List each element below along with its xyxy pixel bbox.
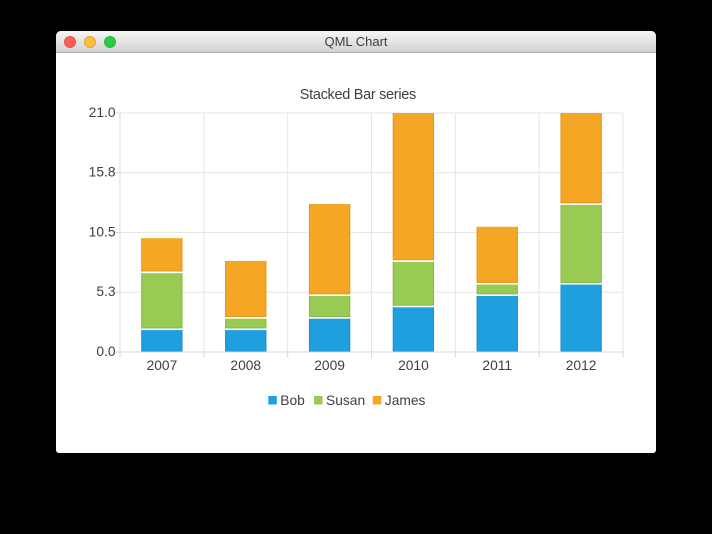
svg-text:21.0: 21.0 [89, 105, 116, 120]
svg-text:Susan: Susan [326, 393, 365, 408]
svg-text:2008: 2008 [230, 358, 261, 373]
svg-text:2011: 2011 [482, 358, 512, 373]
svg-text:Bob: Bob [280, 393, 305, 408]
svg-text:Stacked Bar series: Stacked Bar series [300, 87, 417, 103]
svg-text:10.5: 10.5 [89, 224, 116, 239]
svg-text:15.8: 15.8 [89, 165, 116, 180]
svg-text:2009: 2009 [314, 358, 345, 373]
svg-text:2007: 2007 [147, 358, 178, 373]
svg-text:5.3: 5.3 [96, 284, 116, 299]
svg-text:2012: 2012 [566, 358, 597, 373]
svg-text:0.0: 0.0 [96, 344, 116, 359]
svg-text:2010: 2010 [398, 358, 429, 373]
svg-text:James: James [385, 393, 426, 408]
